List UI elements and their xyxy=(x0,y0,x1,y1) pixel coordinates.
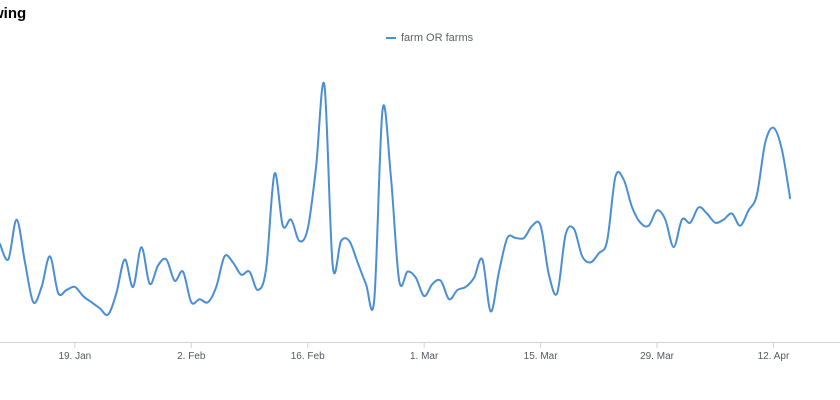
x-tick-label: 1. Mar xyxy=(410,351,439,362)
x-tick-label: 19. Jan xyxy=(58,351,91,362)
x-tick-label: 16. Feb xyxy=(291,351,325,362)
x-tick-label: 29. Mar xyxy=(640,351,675,362)
x-axis-ticks: 19. Jan 2. Feb 16. Feb 1. Mar 15. Mar 29. Mar… xyxy=(58,342,790,362)
x-tick-label: 2. Feb xyxy=(177,351,206,362)
x-tick-label: 12. Apr xyxy=(758,351,790,362)
x-tick-label: 15. Mar xyxy=(524,351,559,362)
legend-swatch xyxy=(386,37,396,39)
chart-title: wing xyxy=(0,5,27,22)
series-line-farm[interactable] xyxy=(0,81,792,317)
legend[interactable]: farm OR farms xyxy=(386,32,473,44)
legend-label: farm OR farms xyxy=(401,32,474,44)
